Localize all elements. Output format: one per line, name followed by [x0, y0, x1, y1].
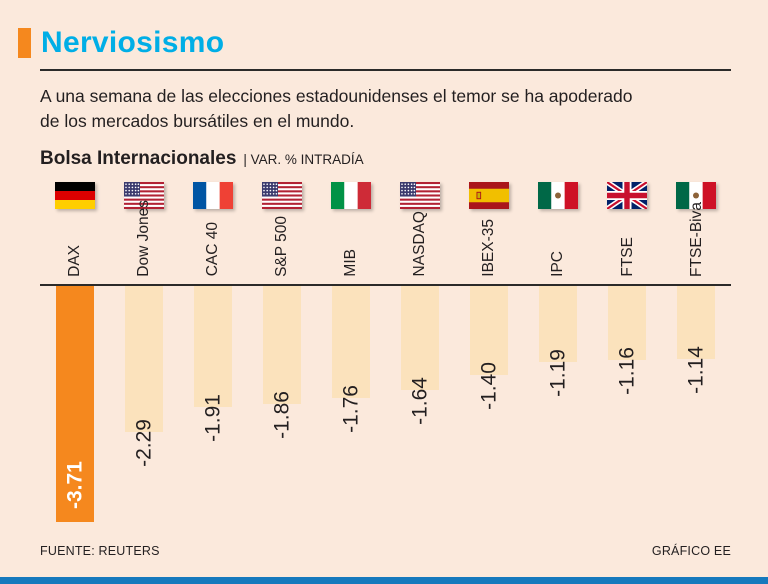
flag-wrap [524, 181, 593, 210]
bar-ipc [539, 285, 578, 362]
index-label-area: FTSE [593, 210, 662, 284]
bar-dow-jones [124, 285, 163, 432]
index-label-cac-40: CAC 40 [203, 222, 221, 277]
chart-column-ipc: IPC -1.19 [524, 181, 593, 532]
flag-uk-icon [607, 181, 648, 209]
title-divider [40, 69, 731, 71]
bar-s-p-500 [262, 285, 301, 404]
value-label-ibex-35: -1.40 [477, 361, 501, 410]
flag-mexico-icon [538, 181, 579, 209]
section-title: Bolsa Internacionales [40, 147, 237, 169]
index-label-area: NASDAQ [385, 210, 454, 284]
flag-wrap [178, 181, 247, 210]
value-label-s-p-500: -1.86 [270, 390, 294, 439]
flag-germany-icon [54, 181, 95, 209]
index-label-dow-jones: Dow Jones [134, 200, 152, 277]
bar-ftse-biva [677, 285, 716, 359]
flag-spain-icon [469, 181, 510, 209]
index-label-area: MIB [316, 210, 385, 284]
value-label-dow-jones: -2.29 [132, 418, 156, 467]
flag-wrap [662, 181, 731, 210]
index-label-area: IBEX-35 [455, 210, 524, 284]
bar-mib [331, 285, 370, 398]
title-row: Nerviosismo [0, 0, 768, 60]
chart-column-ibex-35: IBEX-35 -1.40 [455, 181, 524, 532]
bar-dax [55, 285, 94, 522]
value-label-ftse: -1.16 [615, 346, 639, 395]
value-label-dax: -3.71 [63, 460, 87, 509]
flag-wrap [385, 181, 454, 210]
bar-chart: DAX -3.71 Dow Jones -2.29 CAC 40 -1.91 S&P 500… [40, 181, 731, 532]
bar-cac-40 [193, 285, 232, 407]
index-label-ibex-35: IBEX-35 [480, 219, 498, 277]
bar-area: -1.64 [385, 284, 454, 532]
chart-column-s-p-500: S&P 500 -1.86 [247, 181, 316, 532]
index-label-dax: DAX [65, 244, 83, 277]
index-label-ftse-biva: FTSE-Biva [687, 201, 705, 277]
flag-usa-icon [123, 181, 164, 209]
index-label-area: DAX [40, 210, 109, 284]
source-text: FUENTE: REUTERS [40, 544, 160, 558]
bar-area: -1.40 [455, 284, 524, 532]
page-title: Nerviosismo [41, 26, 225, 59]
index-label-ftse: FTSE [618, 237, 636, 277]
intro-text: A una semana de las elecciones estadouni… [40, 86, 633, 132]
bar-ibex-35 [470, 285, 509, 375]
chart-column-cac-40: CAC 40 -1.91 [178, 181, 247, 532]
index-label-area: IPC [524, 210, 593, 284]
bar-ftse [608, 285, 647, 360]
flag-usa-icon [261, 181, 302, 209]
value-label-cac-40: -1.91 [201, 393, 225, 442]
chart-column-mib: MIB -1.76 [316, 181, 385, 532]
chart-baseline [40, 283, 731, 286]
flag-wrap [109, 181, 178, 210]
bar-area: -1.19 [524, 284, 593, 532]
section-header: Bolsa Internacionales | VAR. % INTRADÍA [40, 148, 731, 170]
index-label-ipc: IPC [549, 250, 567, 277]
flag-italy-icon [330, 181, 371, 209]
chart-columns: DAX -3.71 Dow Jones -2.29 CAC 40 -1.91 S&P 500… [40, 181, 731, 532]
bar-area: -1.76 [316, 284, 385, 532]
value-label-ipc: -1.19 [546, 348, 570, 397]
bar-area: -1.91 [178, 284, 247, 532]
bar-area: -3.71 [40, 284, 109, 532]
flag-wrap [455, 181, 524, 210]
value-label-mib: -1.76 [339, 384, 363, 433]
index-label-mib: MIB [342, 249, 360, 277]
flag-mexico-icon [676, 181, 717, 209]
chart-column-ftse-biva: FTSE-Biva -1.14 [662, 181, 731, 532]
bar-area: -1.86 [247, 284, 316, 532]
index-label-area: FTSE-Biva [662, 202, 731, 284]
bar-area: -2.29 [109, 284, 178, 532]
chart-column-ftse: FTSE -1.16 [593, 181, 662, 532]
value-label-nasdaq: -1.64 [408, 376, 432, 425]
flag-france-icon [192, 181, 233, 209]
index-label-area: S&P 500 [247, 210, 316, 284]
flag-wrap [316, 181, 385, 210]
footer: FUENTE: REUTERS GRÁFICO EE [40, 544, 731, 558]
value-label-ftse-biva: -1.14 [684, 345, 708, 394]
index-label-s-p-500: S&P 500 [273, 215, 291, 277]
chart-column-dax: DAX -3.71 [40, 181, 109, 532]
index-label-nasdaq: NASDAQ [411, 211, 429, 277]
index-label-area: CAC 40 [178, 210, 247, 284]
index-label-area: Dow Jones [109, 200, 178, 284]
flag-usa-icon [400, 181, 441, 209]
section-subtitle: | VAR. % INTRADÍA [243, 151, 364, 167]
bar-area: -1.16 [593, 284, 662, 532]
bar-nasdaq [401, 285, 440, 390]
flag-wrap [247, 181, 316, 210]
accent-orange-bar [18, 28, 31, 58]
flag-wrap [593, 181, 662, 210]
bottom-accent-bar [0, 577, 768, 584]
chart-column-nasdaq: NASDAQ -1.64 [385, 181, 454, 532]
chart-column-dow-jones: Dow Jones -2.29 [109, 181, 178, 532]
bar-area: -1.14 [662, 284, 731, 532]
flag-wrap [40, 181, 109, 210]
credit-text: GRÁFICO EE [651, 544, 731, 558]
